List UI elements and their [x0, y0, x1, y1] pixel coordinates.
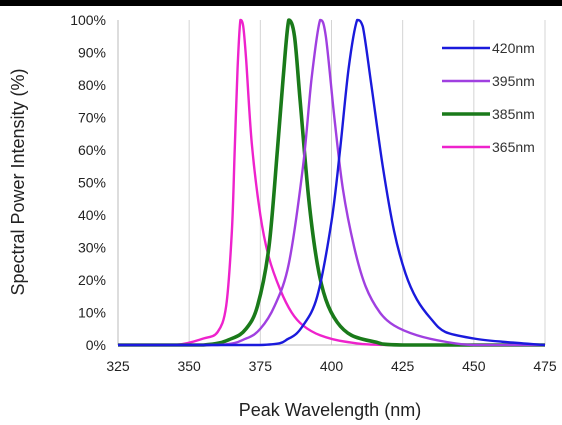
grid-layer [117, 20, 546, 345]
series-line-420nm [117, 18, 546, 347]
x-tick-label: 425 [391, 358, 415, 374]
y-tick-label: 40% [78, 207, 106, 223]
x-tick-label: 450 [462, 358, 486, 374]
legend: 420nm 395nm 385nm 365nm [442, 40, 535, 155]
x-axis-title: Peak Wavelength (nm) [239, 400, 421, 420]
series-line-385nm [117, 18, 545, 347]
y-tick-label: 10% [78, 305, 106, 321]
tick-layer: 325 350 375 400 425 450 475 0% 10% 20% 30% 40% 50% 60… [70, 12, 557, 374]
y-tick-label: 90% [78, 45, 106, 61]
y-tick-label: 50% [78, 175, 106, 191]
legend-label: 385nm [492, 106, 535, 122]
x-tick-label: 400 [320, 358, 344, 374]
x-tick-label: 375 [249, 358, 273, 374]
y-tick-label: 100% [70, 12, 106, 28]
series-line-395nm [117, 18, 545, 347]
x-tick-label: 475 [533, 358, 557, 374]
y-tick-label: 70% [78, 110, 106, 126]
series-layer [117, 18, 546, 347]
y-tick-label: 0% [86, 337, 106, 353]
y-tick-label: 20% [78, 272, 106, 288]
y-tick-label: 60% [78, 142, 106, 158]
y-axis-title: Spectral Power Intensity (%) [8, 68, 28, 295]
legend-label: 420nm [492, 40, 535, 56]
legend-label: 395nm [492, 73, 535, 89]
x-tick-label: 325 [106, 358, 130, 374]
y-tick-label: 30% [78, 240, 106, 256]
top-border [0, 0, 562, 6]
legend-label: 365nm [492, 139, 535, 155]
series-line-365nm [117, 18, 545, 347]
x-tick-label: 350 [177, 358, 201, 374]
y-tick-label: 80% [78, 77, 106, 93]
